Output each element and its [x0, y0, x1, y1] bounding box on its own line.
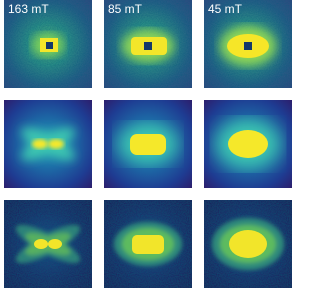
field-label: 45 mT [208, 2, 243, 16]
panel [204, 200, 292, 288]
panel [4, 100, 92, 188]
panel: 45 mT [204, 0, 292, 88]
panel: 163 mT [4, 0, 92, 88]
panel [4, 200, 92, 288]
panel [204, 100, 292, 188]
panel: 85 mT [104, 0, 192, 88]
panel [104, 100, 192, 188]
figure: 163 mT 85 mT 45 mT [4, 0, 292, 292]
field-label: 85 mT [108, 2, 143, 16]
panel [104, 200, 192, 288]
field-label: 163 mT [8, 2, 49, 16]
